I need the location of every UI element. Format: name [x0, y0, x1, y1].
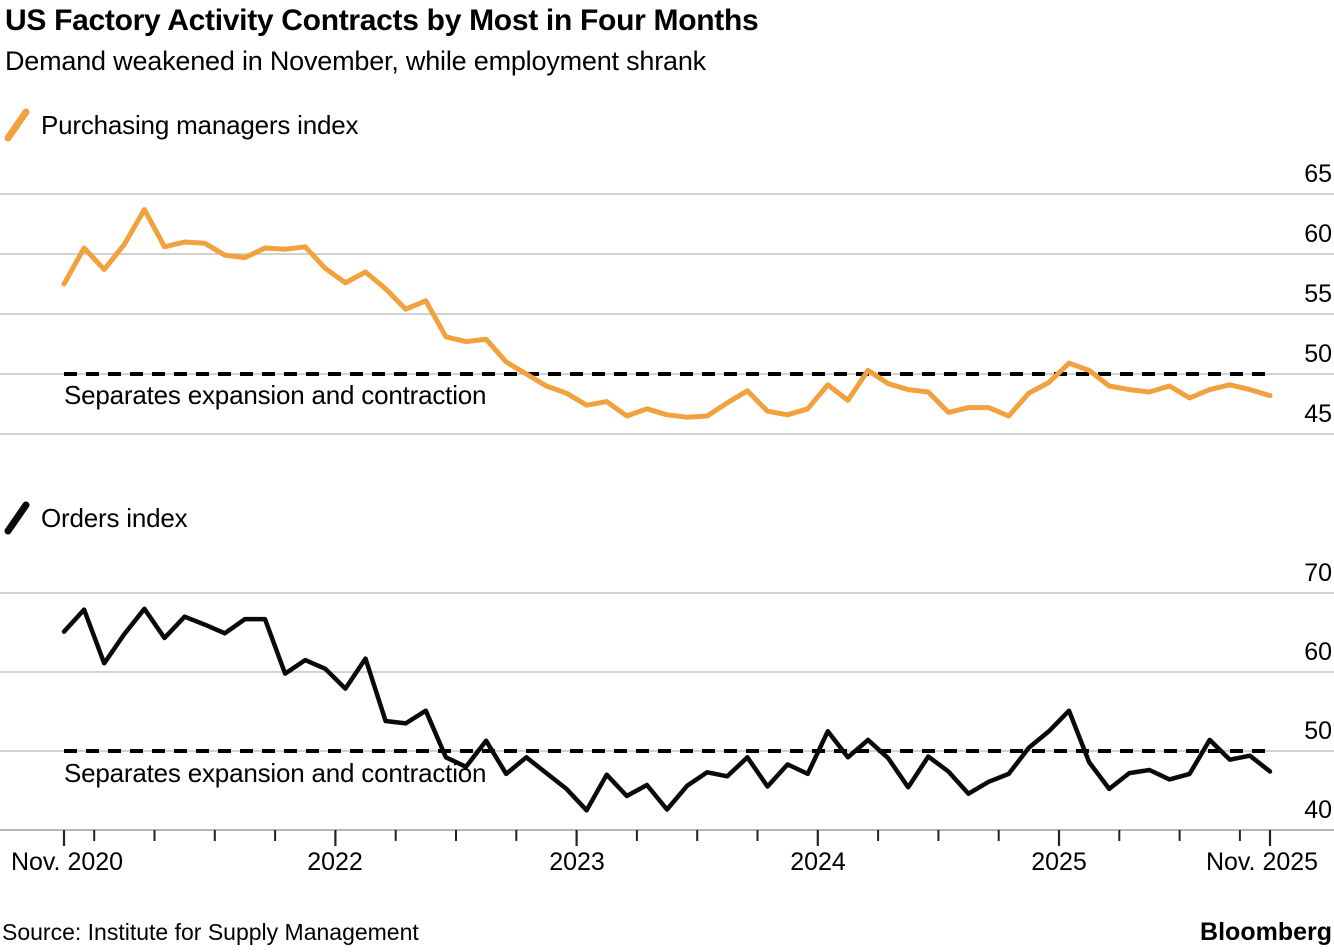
x-axis-label: 2024	[790, 848, 846, 876]
x-axis-label: Nov. 2025	[1205, 848, 1319, 876]
x-axis-label: 2022	[307, 848, 363, 876]
pmi-legend-slash-icon	[4, 108, 30, 142]
brand-logo: Bloomberg	[1200, 918, 1332, 946]
legend-label-pmi: Purchasing managers index	[41, 110, 359, 140]
y-axis-label: 65	[1304, 160, 1332, 188]
page-title: US Factory Activity Contracts by Most in…	[5, 4, 759, 37]
source-credit: Source: Institute for Supply Management	[2, 919, 419, 945]
x-axis-label: 2023	[549, 848, 605, 876]
threshold-annotation-pmi: Separates expansion and contraction	[64, 380, 487, 410]
legend-label-orders: Orders index	[41, 503, 188, 533]
threshold-annotation-orders: Separates expansion and contraction	[64, 758, 487, 788]
y-axis-label: 60	[1304, 220, 1332, 248]
y-axis-label: 70	[1304, 559, 1332, 587]
x-axis-label: 2025	[1031, 848, 1087, 876]
y-axis-label: 60	[1304, 638, 1332, 666]
y-axis-label: 55	[1304, 280, 1332, 308]
y-axis-label: 45	[1304, 400, 1332, 428]
y-axis-label: 40	[1304, 796, 1332, 824]
orders-legend-slash-icon	[4, 501, 30, 535]
y-axis-label: 50	[1304, 340, 1332, 368]
x-axis-label: Nov. 2020	[10, 848, 124, 876]
y-axis-label: 50	[1304, 717, 1332, 745]
page-subtitle: Demand weakened in November, while emplo…	[5, 46, 706, 76]
